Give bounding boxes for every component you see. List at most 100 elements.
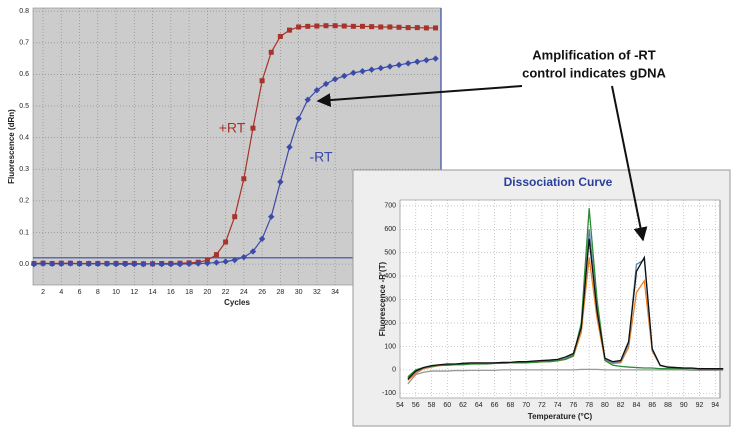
x-tick-label: 24 <box>240 289 248 296</box>
point <box>332 23 338 29</box>
series-line <box>407 368 724 385</box>
x-tick-label: 54 <box>396 402 404 409</box>
x-tick-label: 66 <box>491 402 499 409</box>
callout: Amplification of -RT control indicates g… <box>316 47 666 242</box>
x-tick-label: 16 <box>167 289 175 296</box>
point <box>103 260 111 268</box>
chart-title: Dissociation Curve <box>504 175 613 189</box>
x-tick-label: 94 <box>711 402 719 409</box>
x-tick-label: 74 <box>554 402 562 409</box>
y-tick-label: 0.6 <box>19 71 29 78</box>
point <box>368 66 375 73</box>
y-tick-label: 400 <box>384 273 396 280</box>
y-tick-label: 0.3 <box>19 166 29 173</box>
point <box>241 176 247 182</box>
point <box>404 60 412 67</box>
x-tick-label: 78 <box>585 402 593 409</box>
point <box>240 253 248 261</box>
x-tick-label: 26 <box>258 289 266 296</box>
point <box>433 25 439 31</box>
point <box>414 58 421 65</box>
point <box>313 87 321 94</box>
point <box>67 260 74 267</box>
point <box>223 239 229 245</box>
point <box>231 256 238 264</box>
point <box>39 260 47 267</box>
y-tick-label: 0.8 <box>19 8 29 15</box>
x-tick-label: 90 <box>680 402 688 409</box>
y-tick-label: 500 <box>384 250 396 257</box>
x-tick-label: 20 <box>203 289 211 296</box>
dissociation-chart: -100 0 100 200 300 400 500 600 700 54 56 58 60 62 64 66… <box>352 169 731 427</box>
x-tick-label: 4 <box>59 289 63 296</box>
annotation: +RT <box>219 120 246 136</box>
point <box>167 260 175 268</box>
point <box>322 80 330 88</box>
point <box>259 78 265 84</box>
point <box>213 259 220 266</box>
point <box>48 260 56 268</box>
point <box>323 23 329 29</box>
point <box>341 72 348 80</box>
point <box>395 61 403 69</box>
x-tick-label: 60 <box>443 402 451 409</box>
point <box>359 68 366 75</box>
y-tick-label: 0 <box>392 367 396 374</box>
x-tick-label: 18 <box>185 289 193 296</box>
point <box>195 260 202 267</box>
point <box>213 252 219 258</box>
point <box>112 260 120 268</box>
y-axis-label: Fluorescence -R'(T) <box>378 261 387 336</box>
x-tick-label: 92 <box>696 402 704 409</box>
point <box>377 64 384 72</box>
y-tick-label: 0.7 <box>19 40 29 47</box>
x-tick-label: 62 <box>459 402 467 409</box>
point <box>386 63 394 70</box>
point <box>58 260 65 268</box>
y-tick-label: 0.2 <box>19 198 29 205</box>
y-tick-label: 0.0 <box>19 261 29 268</box>
x-tick-label: 68 <box>506 402 514 409</box>
series-line <box>407 208 724 378</box>
point <box>268 213 275 220</box>
point <box>305 23 311 29</box>
x-tick-label: 88 <box>664 402 672 409</box>
point <box>423 56 430 64</box>
point <box>350 69 357 77</box>
point <box>176 260 184 268</box>
series-line <box>407 238 724 380</box>
point <box>414 25 420 31</box>
x-tick-label: 14 <box>149 289 157 296</box>
amplification-chart: 0.00.10.20.30.40.50.60.70.82 4 6 8 10 12 14 16 1… <box>7 7 442 307</box>
point <box>296 24 302 30</box>
x-axis-label: Temperature (°C) <box>528 412 593 421</box>
y-tick-label: 200 <box>384 320 396 327</box>
point <box>295 115 302 122</box>
x-tick-label: 80 <box>601 402 609 409</box>
point <box>387 24 393 30</box>
point <box>158 260 165 268</box>
x-tick-label: 2 <box>41 289 45 296</box>
point <box>314 23 320 29</box>
point <box>85 260 92 268</box>
point <box>360 23 366 29</box>
x-tick-label: 84 <box>633 402 641 409</box>
y-tick-label: 700 <box>384 203 396 210</box>
x-tick-label: 28 <box>276 289 284 296</box>
point <box>423 25 429 31</box>
point <box>341 23 347 29</box>
x-tick-label: 8 <box>96 289 100 296</box>
point <box>286 27 292 33</box>
x-tick-label: 10 <box>112 289 120 296</box>
point <box>277 178 284 186</box>
annotation: -RT <box>309 149 333 165</box>
x-tick-label: 76 <box>570 402 578 409</box>
point <box>304 96 311 103</box>
x-tick-label: 56 <box>412 402 420 409</box>
y-tick-label: 0.5 <box>19 103 29 110</box>
x-tick-label: 34 <box>331 289 339 296</box>
point <box>30 260 38 268</box>
x-tick-label: 12 <box>130 289 138 296</box>
point <box>378 24 384 30</box>
